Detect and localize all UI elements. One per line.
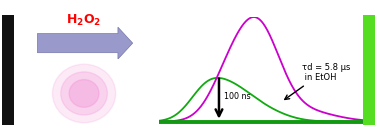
Circle shape: [69, 80, 99, 107]
FancyArrow shape: [37, 27, 133, 59]
Text: $\mathbf{H_2O_2}$: $\mathbf{H_2O_2}$: [67, 13, 101, 28]
Text: 100 ns: 100 ns: [224, 92, 251, 101]
Text: τd = 5.8 μs
 in EtOH: τd = 5.8 μs in EtOH: [302, 63, 350, 82]
Circle shape: [53, 64, 116, 123]
Circle shape: [61, 72, 107, 115]
